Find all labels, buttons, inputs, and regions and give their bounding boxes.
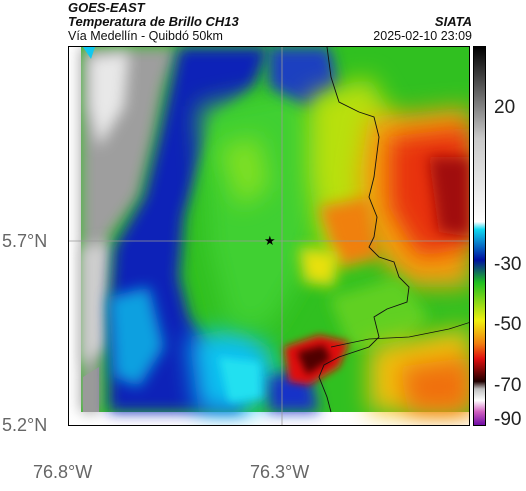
- satellite-image: [81, 47, 469, 412]
- subtitle: Vía Medellín - Quibdó 50km: [68, 29, 223, 43]
- lat-label-5-2: 5.2°N: [2, 415, 48, 435]
- department-boundary: [318, 47, 410, 413]
- title-line2: Temperatura de Brillo CH13: [68, 14, 239, 29]
- colorbar-tick-minus70: -70: [494, 375, 522, 396]
- brightness-temperature-map: ★: [69, 47, 469, 425]
- lon-label-76-3: 76.3°W: [250, 462, 310, 482]
- map-panel[interactable]: ★: [68, 46, 470, 426]
- lat-label-5-7: 5.7°N: [2, 231, 48, 251]
- colorbar-tick-minus90: -90: [494, 409, 522, 430]
- colorbar: [473, 46, 486, 426]
- colorbar-gradient: [474, 47, 485, 425]
- timestamp: 2025-02-10 23:09: [373, 29, 472, 43]
- location-star-icon[interactable]: ★: [264, 234, 276, 249]
- colorbar-tick-20: 20: [494, 97, 516, 118]
- colorbar-tick-minus30: -30: [494, 254, 522, 275]
- title-line1: GOES-EAST: [68, 0, 145, 15]
- colorbar-tick-minus50: -50: [494, 314, 522, 335]
- source-label: SIATA: [434, 14, 472, 29]
- lon-label-76-8: 76.8°W: [33, 462, 93, 482]
- department-boundary-secondary: [330, 322, 469, 348]
